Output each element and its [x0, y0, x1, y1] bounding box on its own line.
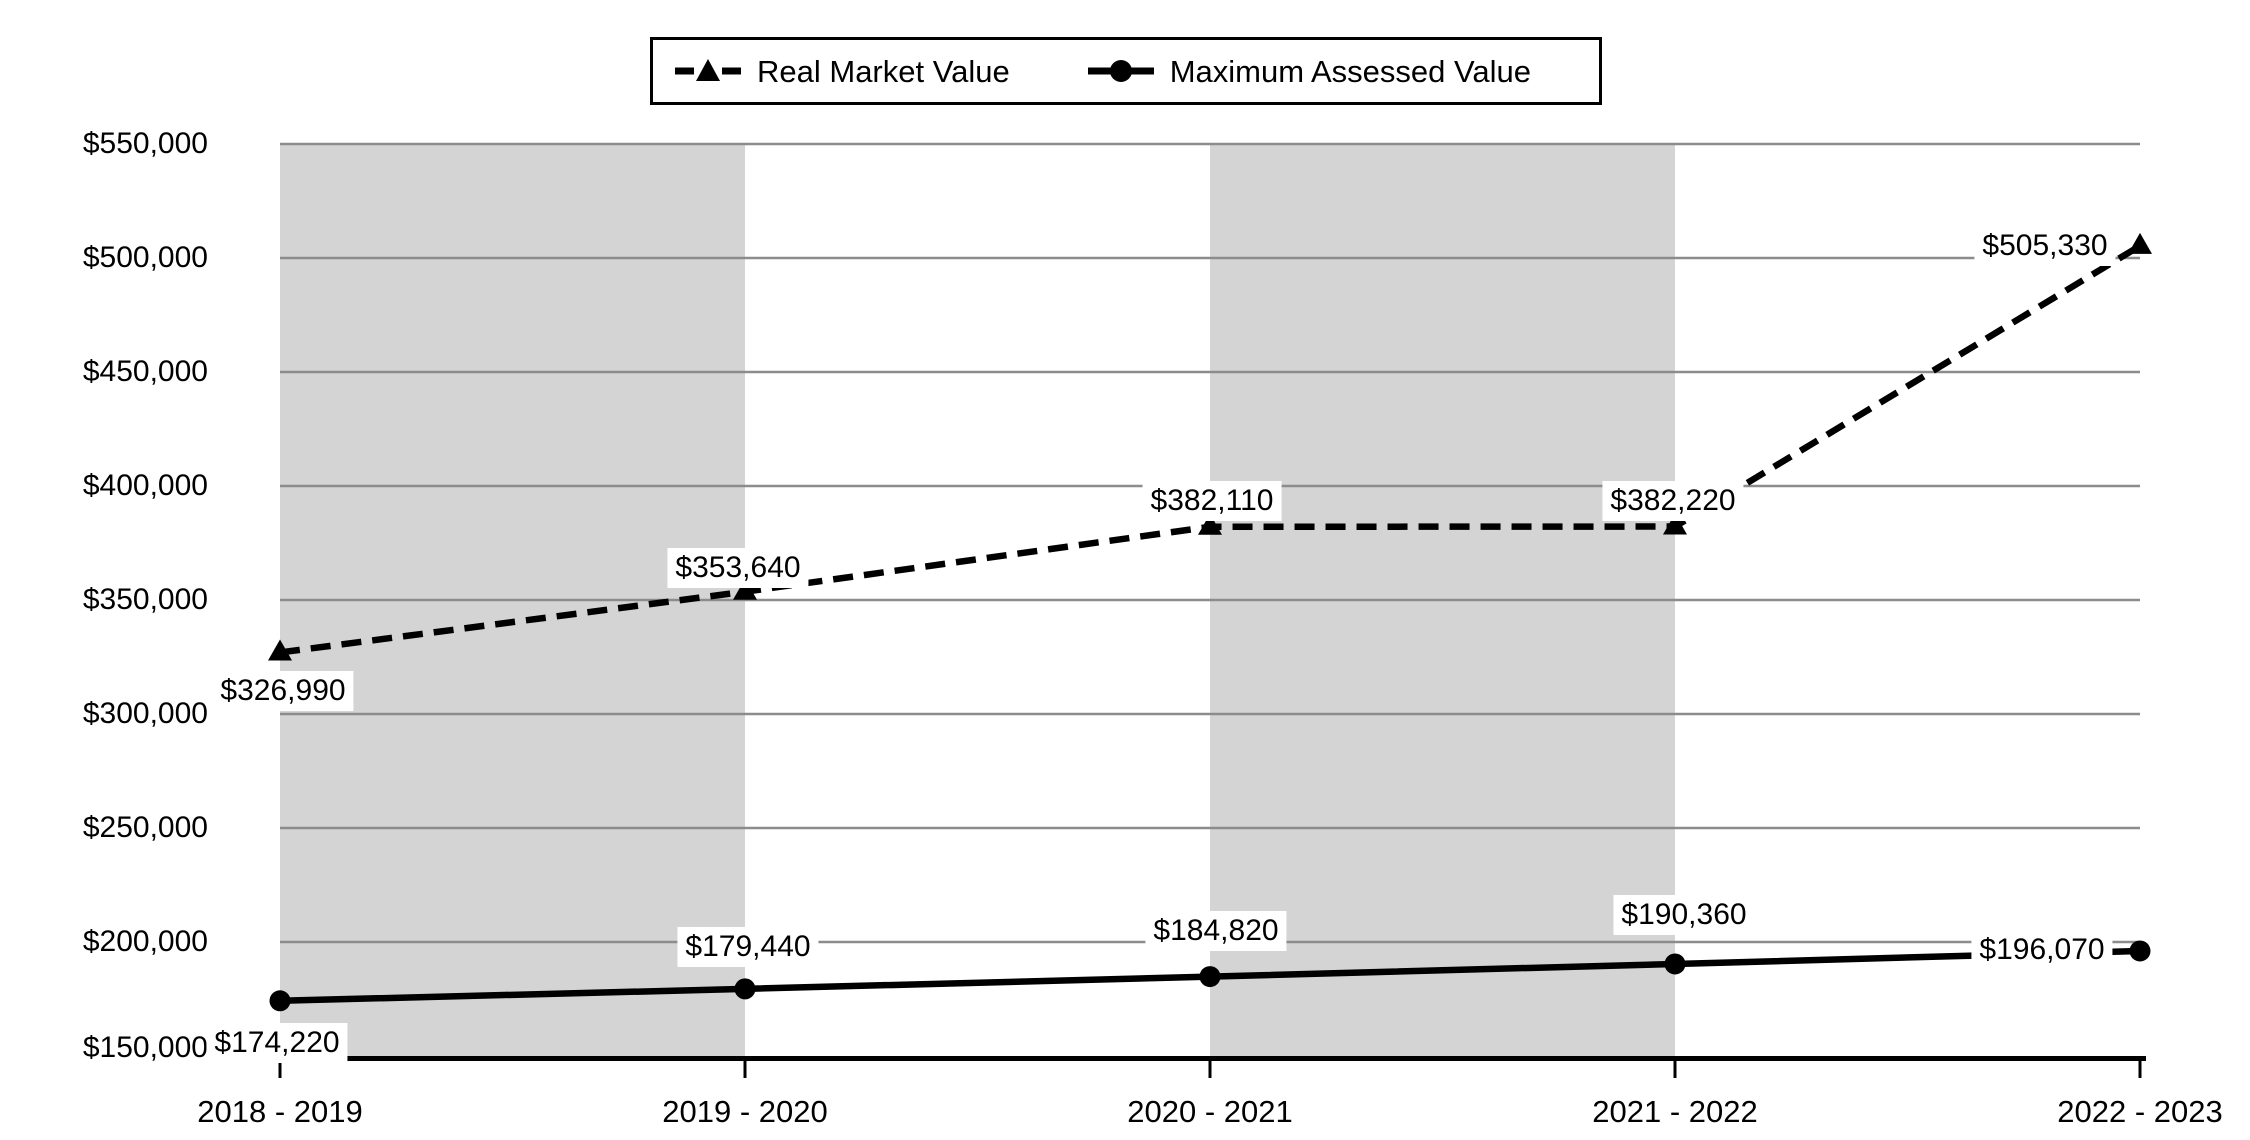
data-label-rmv-2020: $382,110: [1142, 481, 1282, 521]
data-label-mav-2019: $179,440: [677, 927, 819, 967]
x-axis-label: 2018 - 2019: [197, 1094, 363, 1129]
y-axis-label: $250,000: [82, 811, 208, 844]
data-label-rmv-2018: $326,990: [212, 671, 354, 711]
y-axis-label: $500,000: [82, 241, 208, 274]
data-label-rmv-2021: $382,220: [1602, 481, 1744, 521]
data-label-rmv-2019: $353,640: [667, 548, 809, 588]
y-axis-label: $150,000: [82, 1031, 208, 1064]
y-axis-label: $400,000: [82, 469, 208, 502]
y-axis-label: $300,000: [82, 697, 208, 730]
data-label-rmv-2022: $505,330: [1974, 226, 2116, 266]
y-axis-label: $450,000: [82, 355, 208, 388]
data-label-mav-2022: $196,070: [1971, 930, 2113, 970]
x-axis-label: 2021 - 2022: [1592, 1094, 1758, 1129]
y-axis-label: $350,000: [82, 583, 208, 616]
dashed-line-triangle-marker-icon: [675, 59, 741, 81]
solid-line-circle-marker-icon: [1087, 60, 1154, 82]
y-axis-label: $550,000: [82, 127, 208, 160]
legend-item-maximum-assessed-value: Maximum Assessed Value: [1087, 53, 1531, 89]
legend-item-real-market-value: Real Market Value: [675, 56, 1010, 87]
data-label-mav-2021: $190,360: [1613, 895, 1755, 935]
data-label-mav-2020: $184,820: [1145, 911, 1287, 951]
x-axis-label: 2022 - 2023: [2057, 1094, 2223, 1129]
legend-label-real-market-value: Real Market Value: [757, 53, 1010, 89]
legend-label-maximum-assessed-value: Maximum Assessed Value: [1169, 53, 1531, 89]
data-label-mav-2018: $174,220: [206, 1023, 348, 1063]
legend: Real Market Value Maximum Assessed Value: [650, 37, 1602, 105]
y-axis-label: $200,000: [82, 925, 208, 958]
x-axis-label: 2020 - 2021: [1127, 1094, 1293, 1129]
x-axis-label: 2019 - 2020: [662, 1094, 828, 1129]
